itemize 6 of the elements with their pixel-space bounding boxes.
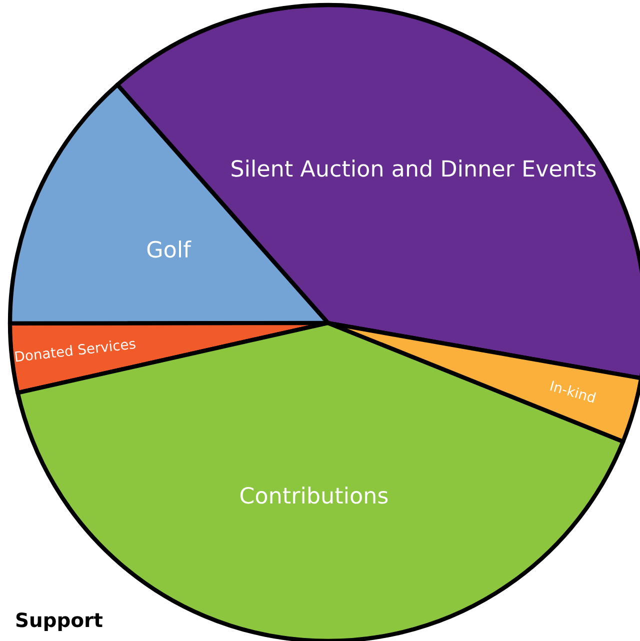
slice-label: Silent Auction and Dinner Events	[232, 160, 596, 177]
slice-label: Contributions	[240, 486, 388, 504]
text: Support	[16, 612, 102, 631]
slice-label: Golf	[147, 240, 192, 258]
slice-label: Donated Services	[15, 338, 136, 362]
slice-label: In-kind	[550, 380, 596, 403]
